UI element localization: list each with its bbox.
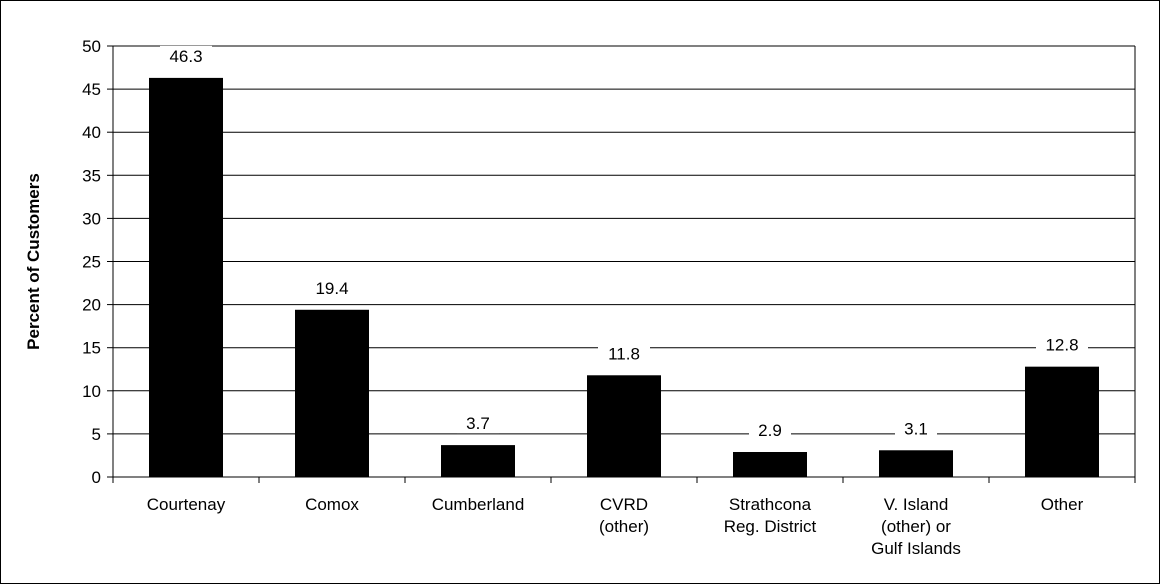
y-tick-label: 0 [92,468,101,487]
bar [879,450,953,477]
bar [295,309,369,477]
data-label-bg [160,45,212,66]
data-label: 46.3 [169,47,202,66]
gridlines [113,45,1135,435]
data-label-bg [749,420,791,441]
bar [149,77,223,478]
category-label: (other) [599,517,649,536]
bar [587,375,661,477]
y-tick-label: 45 [82,80,101,99]
data-label: 12.8 [1045,336,1078,355]
data-label-bg [895,418,937,439]
bar [1025,366,1099,477]
data-label-bg [457,413,499,434]
data-label: 19.4 [315,279,348,298]
data-label-bg [598,343,650,364]
category-label: Reg. District [724,517,817,536]
y-tick-label: 30 [82,209,101,228]
data-label-bg [1036,334,1088,355]
data-label: 11.8 [608,344,640,363]
labels: 0 5 10 15 20 25 30 35 40 45 50 46.3 Courtenay 19.4 Com… [82,37,1088,558]
category-label: CVRD [600,495,648,514]
y-tick-label: 5 [92,425,101,444]
category-label: Other [1041,495,1084,514]
category-label: Gulf Islands [871,539,961,558]
y-axis-title: Percent of Customers [24,173,43,350]
bars [149,77,1099,478]
y-tick-label: 50 [82,37,101,56]
y-tick-label: 15 [82,339,101,358]
category-label: Courtenay [147,495,226,514]
data-label: 3.7 [466,414,490,433]
axes [107,45,1136,483]
y-tick-label: 20 [82,296,101,315]
bar [441,445,515,477]
category-label: Strathcona [729,495,812,514]
category-label: V. Island [884,495,949,514]
bar [733,452,807,477]
y-tick-label: 40 [82,123,101,142]
data-label: 2.9 [758,421,782,440]
y-tick-label: 25 [82,253,101,272]
y-tick-label: 10 [82,382,101,401]
category-label: Comox [305,495,359,514]
category-label: (other) or [881,517,951,536]
data-label: 3.1 [904,419,928,438]
data-label-bg [306,277,358,298]
y-tick-label: 35 [82,166,101,185]
category-label: Cumberland [432,495,525,514]
